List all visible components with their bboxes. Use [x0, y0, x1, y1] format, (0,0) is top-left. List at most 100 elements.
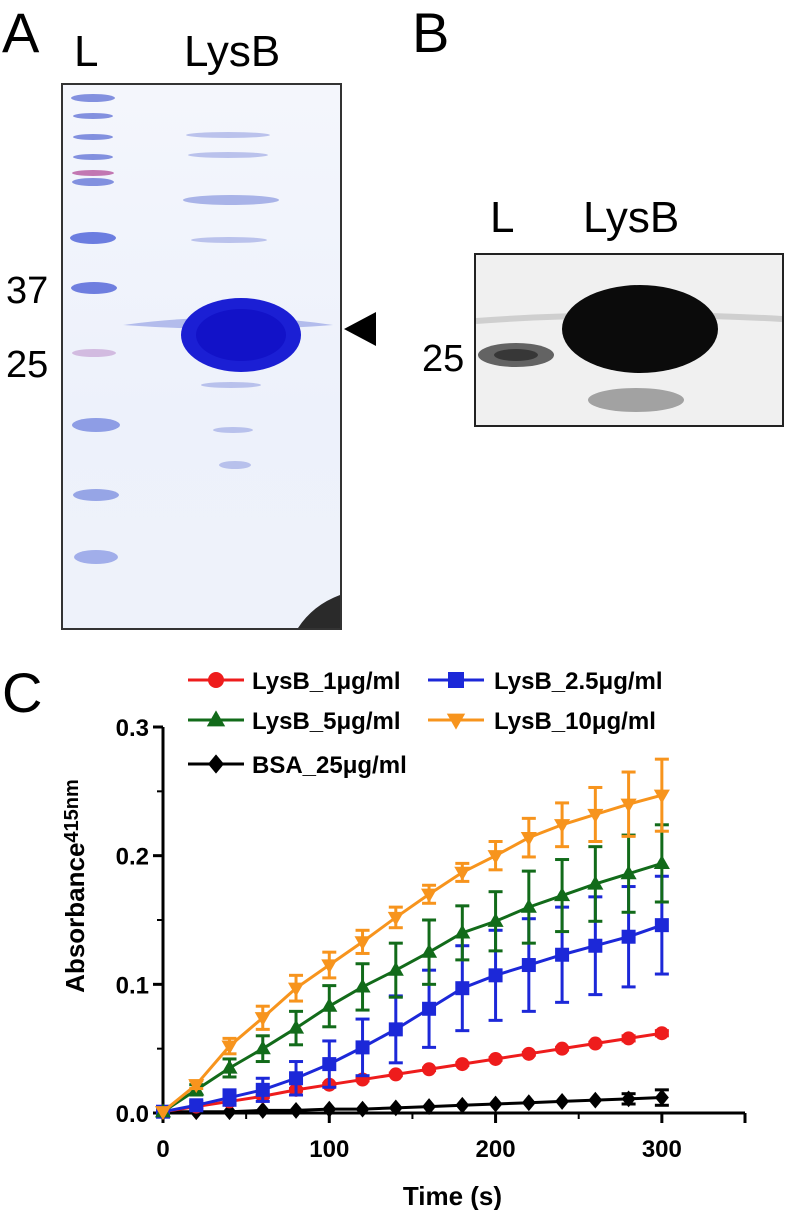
x-tick-label: 0 — [156, 1136, 169, 1163]
data-point — [587, 808, 604, 823]
data-point — [621, 929, 636, 944]
data-point — [387, 961, 404, 976]
chart-axes: 0 100 200 300 0.0 0.1 0.2 0.3 — [116, 715, 747, 1163]
data-point — [653, 789, 670, 804]
data-point — [222, 1090, 237, 1105]
data-point — [321, 997, 338, 1012]
data-point — [354, 936, 371, 951]
data-point — [621, 1090, 636, 1108]
data-point — [588, 938, 603, 953]
data-point — [388, 1067, 403, 1082]
data-point — [455, 981, 470, 996]
data-point — [555, 1041, 570, 1056]
y-tick-label: 0.3 — [116, 715, 149, 742]
data-point — [354, 978, 371, 993]
data-point — [588, 1036, 603, 1051]
data-point — [188, 1079, 205, 1094]
panel-b-letter: B — [412, 1, 450, 64]
sds-page-gel-image — [61, 83, 342, 630]
data-point — [653, 854, 670, 869]
western-blot-image — [474, 253, 784, 427]
data-point — [488, 968, 503, 983]
data-point — [521, 1046, 536, 1061]
data-point — [189, 1098, 204, 1113]
chart-series-layer — [154, 757, 670, 1121]
y-axis-label: Absorbance415nm — [60, 779, 90, 993]
series-3 — [154, 757, 670, 1121]
data-point — [154, 1106, 172, 1121]
panel-b-mw-25-label: 25 — [422, 338, 465, 380]
data-point — [289, 1102, 304, 1119]
series-line — [162, 1031, 663, 1114]
data-point — [521, 1094, 536, 1112]
legend-marker — [208, 754, 224, 774]
data-point — [255, 1082, 270, 1097]
data-point — [554, 887, 571, 902]
legend-marker — [446, 713, 466, 730]
data-point — [488, 1051, 503, 1066]
data-point — [654, 918, 669, 933]
panel-a-mw-37-label: 37 — [6, 270, 49, 312]
data-point — [487, 850, 504, 865]
panel-a-letter: A — [2, 1, 40, 64]
data-point — [254, 1040, 271, 1055]
x-tick-label: 200 — [476, 1136, 516, 1163]
panel-c-letter: C — [2, 661, 43, 724]
data-point — [620, 798, 637, 813]
data-point — [422, 1001, 437, 1016]
blot-bands-drawing — [476, 255, 782, 425]
chart-legend: LysB_1μg/ml LysB_2.5μg/ml LysB_5μg/ml LysB_… — [188, 668, 663, 779]
data-point — [520, 832, 537, 847]
panel-a-mw-25-label: 25 — [6, 344, 49, 386]
data-point — [355, 1100, 370, 1118]
x-tick-label: 100 — [309, 1136, 349, 1163]
data-point — [521, 958, 536, 973]
series-line — [162, 861, 663, 1113]
data-point — [387, 911, 404, 926]
data-point — [487, 912, 504, 927]
series-line — [163, 1096, 662, 1114]
data-point — [454, 924, 471, 939]
data-point — [221, 1059, 238, 1074]
data-point — [555, 1093, 570, 1110]
legend-label: LysB_10μg/ml — [494, 708, 656, 735]
data-point — [421, 888, 438, 903]
data-point — [221, 1040, 238, 1055]
data-point — [355, 1040, 370, 1055]
gel-bands-drawing — [70, 94, 340, 628]
x-tick-label: 300 — [642, 1136, 682, 1163]
data-point — [455, 1057, 470, 1072]
data-point — [388, 1022, 403, 1037]
legend-marker — [448, 672, 464, 688]
data-point — [488, 1095, 503, 1113]
data-point — [321, 959, 338, 974]
legend-label: LysB_2.5μg/ml — [494, 668, 663, 695]
data-point — [654, 1026, 669, 1041]
data-point — [520, 898, 537, 913]
data-point — [322, 1100, 337, 1118]
panel-b-ladder-lane-label: L — [490, 193, 515, 242]
legend-label: BSA_25μg/ml — [252, 752, 407, 779]
series-2 — [154, 823, 670, 1118]
y-tick-label: 0.2 — [116, 844, 149, 871]
legend-label: LysB_5μg/ml — [252, 708, 401, 735]
legend-marker — [208, 672, 224, 688]
y-axis-label-main: Absorbance — [60, 843, 90, 993]
series-line — [162, 923, 663, 1114]
data-point — [555, 947, 570, 962]
data-point — [588, 1091, 603, 1109]
data-point — [654, 1089, 669, 1106]
panel-a-ladder-lane-label: L — [74, 27, 99, 76]
series-line — [162, 793, 663, 1113]
data-point — [255, 1102, 270, 1119]
panel-b-sample-lane-label: LysB — [583, 193, 680, 242]
data-point — [422, 1098, 437, 1115]
data-point — [322, 1057, 337, 1072]
data-point — [254, 1012, 271, 1027]
legend-marker — [206, 710, 226, 727]
data-point — [287, 982, 305, 997]
data-point — [621, 1031, 636, 1046]
target-band-arrowhead-icon — [344, 312, 376, 346]
data-point — [422, 1062, 437, 1077]
data-point — [587, 875, 604, 890]
